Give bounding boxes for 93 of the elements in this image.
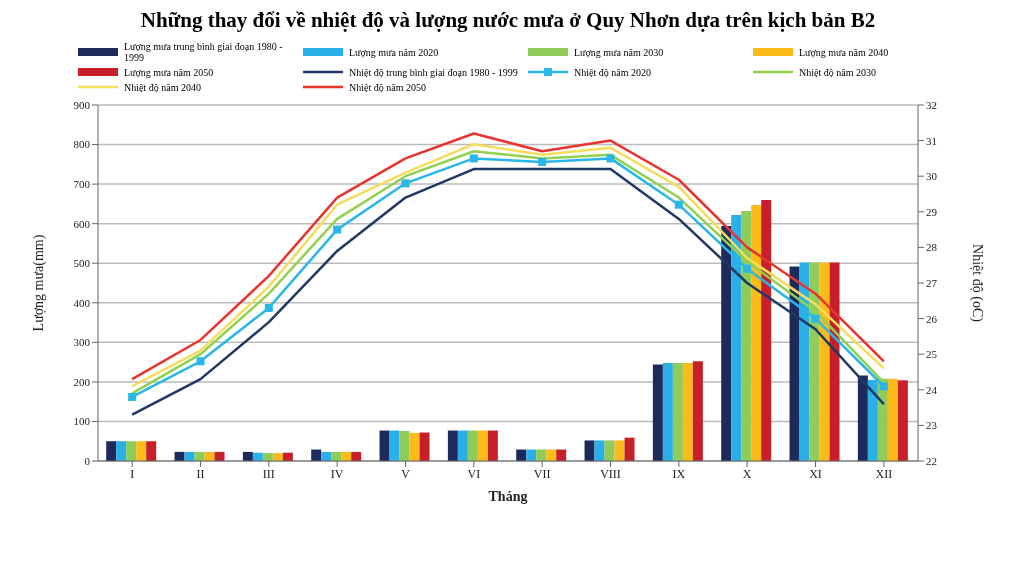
y2-tick-label: 26 <box>926 312 938 325</box>
x-tick-label: XI <box>809 466 822 481</box>
bar <box>457 430 468 461</box>
bar <box>652 364 663 461</box>
y-tick-label: 500 <box>73 257 91 270</box>
x-tick-label: VI <box>467 466 481 481</box>
bar <box>594 440 605 461</box>
y2-tick-label: 23 <box>926 419 938 432</box>
point <box>128 392 137 401</box>
point <box>811 314 820 323</box>
bar <box>761 199 772 461</box>
point <box>333 225 342 234</box>
y-tick-label: 300 <box>73 336 91 349</box>
y-axis-title: Lượng mưa(mm) <box>30 234 47 332</box>
y-tick-label: 800 <box>73 138 91 151</box>
legend-label: Nhiệt độ trung bình giai đoạn 1980 - 1999 <box>349 66 518 78</box>
legend-label: Lượng mưa trung bình giai đoạn 1980 - 1999 <box>124 41 284 63</box>
point <box>879 382 888 391</box>
bar <box>136 441 147 461</box>
bar <box>584 440 595 461</box>
point <box>674 200 683 209</box>
y2-tick-label: 25 <box>926 348 938 361</box>
bar <box>477 430 488 461</box>
bar <box>146 441 157 461</box>
point <box>264 303 273 312</box>
y-tick-label: 200 <box>73 375 91 388</box>
bar <box>389 430 400 461</box>
bar <box>662 362 673 461</box>
x-tick-label: XII <box>875 466 893 481</box>
y-tick-label: 400 <box>73 296 91 309</box>
y2-axis-title: Nhiệt độ (oC) <box>969 244 986 323</box>
y2-tick-label: 31 <box>926 134 937 147</box>
point <box>196 357 205 366</box>
bar <box>379 430 390 461</box>
x-tick-label: II <box>196 466 205 481</box>
y2-tick-label: 28 <box>926 241 938 254</box>
y-tick-label: 0 <box>84 454 91 467</box>
bar <box>419 432 430 461</box>
bar <box>126 441 137 461</box>
x-tick-label: V <box>401 466 411 481</box>
x-tick-label: IV <box>330 466 344 481</box>
bar <box>614 440 625 461</box>
point <box>538 157 547 166</box>
legend-label: Lượng mưa năm 2020 <box>349 46 439 58</box>
bar <box>624 437 635 461</box>
point <box>606 154 615 163</box>
legend-label: Lượng mưa năm 2040 <box>799 46 889 58</box>
bar <box>409 432 420 461</box>
legend-label: Lượng mưa năm 2030 <box>574 46 664 58</box>
bar <box>106 441 117 461</box>
x-tick-label: IX <box>672 466 686 481</box>
bar <box>887 378 898 461</box>
bar <box>116 441 127 461</box>
bar <box>721 226 732 461</box>
bar <box>467 430 478 461</box>
y-tick-label: 900 <box>73 98 91 111</box>
bar <box>857 375 868 461</box>
bar <box>692 361 703 461</box>
y-tick-label: 700 <box>73 178 91 191</box>
x-tick-label: X <box>742 466 752 481</box>
bar <box>682 362 693 461</box>
bar <box>751 205 762 461</box>
bar <box>487 430 498 461</box>
bar <box>897 380 908 461</box>
y-tick-label: 600 <box>73 217 91 230</box>
bar <box>789 266 800 461</box>
legend-label: Nhiệt độ năm 2040 <box>124 81 201 93</box>
x-tick-label: I <box>130 466 135 481</box>
y2-tick-label: 27 <box>926 276 938 289</box>
y-tick-label: 100 <box>73 415 91 428</box>
legend-label: Lượng mưa năm 2050 <box>124 66 214 78</box>
bar <box>604 440 615 461</box>
point <box>469 154 478 163</box>
bar <box>447 430 458 461</box>
y2-tick-label: 22 <box>926 454 937 467</box>
x-axis-title: Tháng <box>488 489 528 504</box>
legend-label: Nhiệt độ năm 2050 <box>349 81 426 93</box>
legend-label: Nhiệt độ năm 2020 <box>574 66 651 78</box>
y2-tick-label: 24 <box>926 383 938 396</box>
legend-label: Nhiệt độ năm 2030 <box>799 66 876 78</box>
x-tick-label: VII <box>533 466 551 481</box>
point <box>401 179 410 188</box>
y2-tick-label: 30 <box>926 170 938 183</box>
point <box>743 264 752 273</box>
y2-tick-label: 32 <box>926 98 937 111</box>
y2-tick-label: 29 <box>926 205 938 218</box>
x-tick-label: VIII <box>600 466 621 481</box>
bar <box>819 262 830 461</box>
bar <box>399 430 410 461</box>
bar <box>672 362 683 461</box>
bar <box>829 262 840 461</box>
chart-title: Những thay đổi về nhiệt độ và lượng nước mưa ở Quy Nhơn dựa trên kịch bản B2 <box>139 8 877 33</box>
x-tick-label: III <box>262 466 275 481</box>
